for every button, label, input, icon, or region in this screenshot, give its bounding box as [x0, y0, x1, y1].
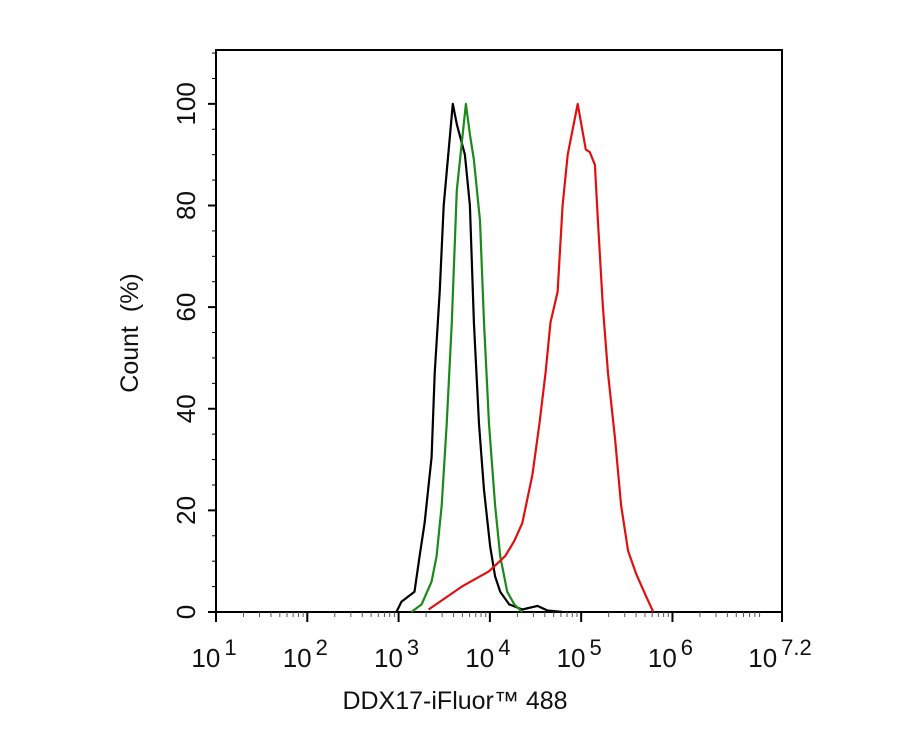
x-tick-exponent: 3: [407, 635, 419, 660]
x-tick-label: 10 5: [557, 635, 602, 673]
x-axis: 10 1 10 2 10 3 10 4 10 5 10 6 10 7.2: [191, 612, 812, 673]
y-axis: 0 20 40 60 80 100: [171, 52, 216, 619]
x-tick-exponent: 4: [498, 635, 510, 660]
x-tick-exponent: 6: [681, 635, 693, 660]
y-tick-label: 60: [171, 293, 201, 322]
x-tick-base: 10: [283, 643, 312, 673]
x-tick-label: 10 2: [283, 635, 328, 673]
x-tick-base: 10: [191, 643, 220, 673]
y-tick-label: 80: [171, 191, 201, 220]
x-tick-exponent: 7.2: [781, 635, 812, 660]
x-tick-exponent: 1: [224, 635, 236, 660]
x-tick-base: 10: [465, 643, 494, 673]
x-tick-base: 10: [374, 643, 403, 673]
y-tick-label: 40: [171, 394, 201, 423]
x-tick-label: 10 1: [191, 635, 236, 673]
x-tick-label: 10 7.2: [748, 635, 812, 673]
x-tick-base: 10: [648, 643, 677, 673]
histogram-series-1: [395, 102, 563, 614]
y-axis-title: Count (%): [116, 273, 144, 392]
x-tick-base: 10: [557, 643, 586, 673]
x-tick-base: 10: [748, 643, 777, 673]
x-tick-exponent: 2: [316, 635, 328, 660]
x-tick-exponent: 5: [589, 635, 601, 660]
x-tick-label: 10 4: [465, 635, 510, 673]
y-tick-label: 0: [171, 605, 201, 619]
histogram-series-2: [410, 102, 524, 613]
x-tick-label: 10 6: [648, 635, 693, 673]
y-tick-label: 100: [171, 82, 201, 125]
plot-frame: [215, 49, 783, 613]
histogram-series-3: [427, 102, 655, 613]
series-group: [395, 102, 655, 614]
x-tick-label: 10 3: [374, 635, 419, 673]
y-tick-label: 20: [171, 496, 201, 525]
x-axis-title: DDX17-iFluor™ 488: [342, 687, 567, 715]
